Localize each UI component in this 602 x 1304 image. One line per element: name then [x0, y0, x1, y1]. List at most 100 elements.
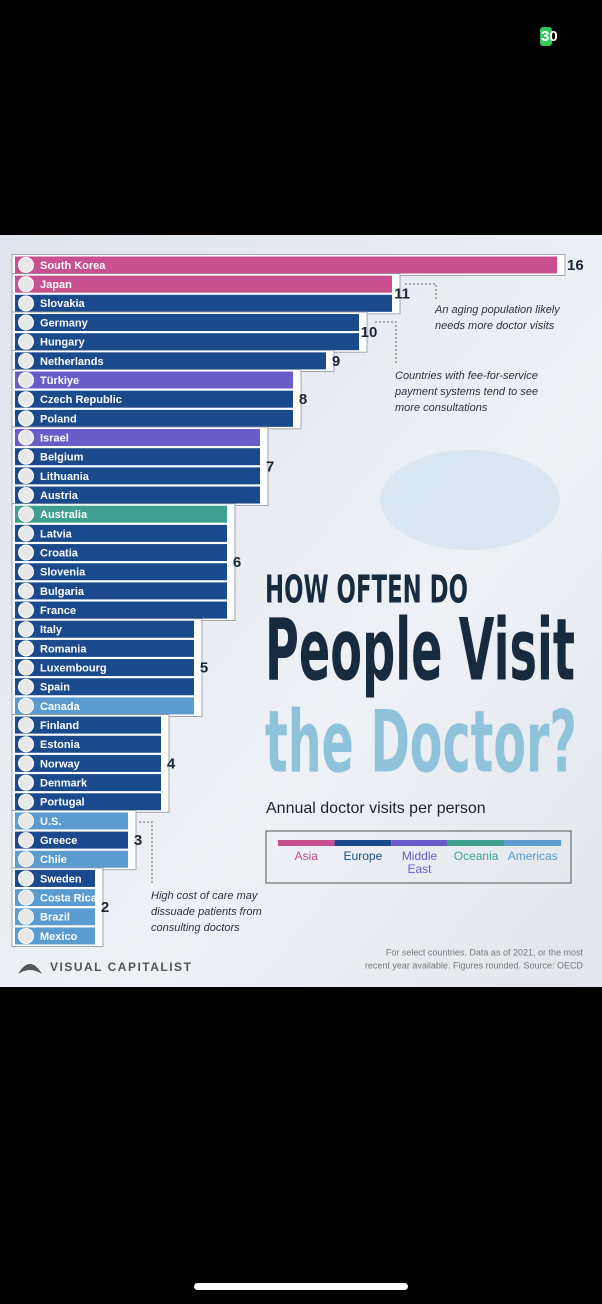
country-label: Portugal — [40, 797, 85, 809]
bar — [15, 409, 293, 427]
country-label: Czech Republic — [40, 394, 122, 406]
flag — [18, 467, 34, 484]
country-label: U.S. — [40, 816, 61, 828]
title-line: HOW OFTEN DO — [265, 568, 468, 612]
bar — [15, 908, 95, 926]
title-line: the Doctor? — [265, 692, 577, 792]
flag — [18, 544, 34, 561]
country-label: Hungary — [40, 337, 86, 349]
value-label: 10 — [361, 324, 378, 341]
country-label: Spain — [40, 682, 70, 694]
annotation: High cost of care may — [151, 890, 259, 902]
country-label: Belgium — [40, 452, 84, 464]
bar — [15, 275, 392, 293]
flag — [18, 257, 34, 273]
bar — [15, 486, 260, 504]
flag — [18, 314, 34, 331]
bar — [15, 774, 161, 792]
value-label: 4 — [167, 755, 176, 772]
bar — [15, 659, 194, 677]
bar — [15, 563, 227, 581]
flag — [18, 697, 34, 714]
flag — [18, 391, 34, 408]
bar — [15, 390, 293, 408]
bar — [15, 793, 161, 811]
bar — [15, 333, 359, 351]
country-label: Mexico — [40, 931, 78, 943]
country-label: Bulgaria — [40, 586, 85, 598]
bar — [15, 524, 227, 542]
annotation: dissuade patients from — [151, 906, 262, 918]
flag — [18, 563, 34, 580]
flag — [18, 717, 34, 734]
bar — [15, 850, 128, 868]
legend-swatch — [391, 840, 448, 846]
bar — [15, 812, 128, 830]
flag — [18, 372, 34, 389]
bar — [15, 927, 95, 945]
bar — [15, 467, 260, 485]
bar — [15, 639, 194, 657]
flag — [18, 506, 34, 523]
flag — [18, 487, 34, 504]
flag — [18, 736, 34, 753]
value-label: 11 — [394, 286, 410, 303]
country-label: Austria — [40, 490, 79, 502]
flag — [18, 793, 34, 810]
flag — [18, 889, 34, 906]
value-label: 2 — [101, 899, 109, 916]
country-label: Italy — [40, 624, 63, 636]
flag — [18, 410, 34, 427]
country-label: Finland — [40, 720, 79, 732]
flag — [18, 276, 34, 293]
flag — [18, 927, 34, 944]
country-label: Estonia — [40, 739, 81, 751]
legend-swatch — [447, 840, 505, 846]
country-label: Slovenia — [40, 567, 86, 579]
bar — [15, 889, 95, 907]
legend-label: Asia — [295, 849, 319, 863]
country-label: Türkiye — [40, 375, 79, 387]
country-label: Norway — [40, 758, 81, 770]
country-label: Canada — [40, 701, 81, 713]
bar — [15, 371, 293, 389]
background-photo — [380, 450, 560, 550]
battery-icon — [540, 27, 552, 46]
bar — [15, 505, 227, 523]
country-label: Brazil — [40, 912, 70, 924]
footer-note: recent year available. Figures rounded. … — [365, 960, 584, 970]
battery-level: 30 — [541, 28, 558, 45]
legend-label: Oceania — [454, 849, 499, 863]
annotation: payment systems tend to see — [394, 386, 538, 398]
brand: VISUAL CAPITALIST — [50, 960, 192, 974]
country-label: Poland — [40, 413, 77, 425]
bar — [15, 256, 557, 274]
country-label: Greece — [40, 835, 77, 847]
flag — [18, 678, 34, 695]
country-label: Luxembourg — [40, 662, 107, 674]
leader-line — [139, 821, 153, 884]
leader-line — [375, 321, 397, 364]
flag — [18, 832, 34, 849]
legend-box — [265, 830, 572, 884]
country-label: Romania — [40, 643, 87, 655]
country-label: Croatia — [40, 547, 79, 559]
value-label: 7 — [266, 458, 274, 475]
bar — [15, 429, 260, 447]
flag — [18, 755, 34, 772]
flag — [18, 812, 34, 829]
legend-label: Middle East — [402, 849, 438, 876]
bar — [15, 869, 95, 887]
value-label: 6 — [233, 554, 241, 571]
group-bracket — [11, 503, 236, 621]
annotation: Countries with fee-for-service — [395, 370, 538, 382]
flag — [18, 295, 34, 312]
country-label: Sweden — [40, 873, 82, 885]
bar — [15, 294, 392, 312]
country-label: Germany — [40, 317, 89, 329]
bar — [15, 601, 227, 619]
bar — [15, 716, 161, 734]
legend-label: Europe — [344, 849, 383, 863]
value-label: 8 — [299, 391, 307, 408]
